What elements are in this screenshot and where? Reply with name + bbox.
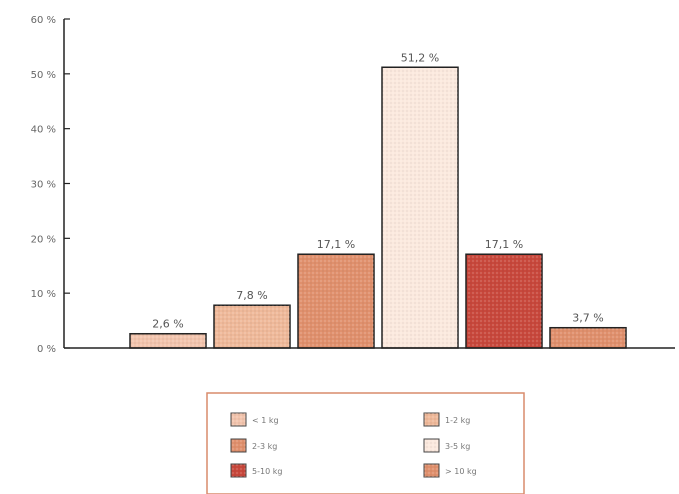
legend-swatch-texture [424, 413, 439, 426]
bar [465, 253, 543, 349]
legend-swatch-texture [424, 439, 439, 452]
bar-data-label: 17,1 % [485, 238, 523, 251]
bar [549, 326, 627, 349]
y-tick-label: 20 % [31, 234, 56, 245]
legend-label: > 10 kg [445, 467, 477, 476]
bar-data-label: 17,1 % [317, 238, 355, 251]
legend-swatch-texture [231, 413, 246, 426]
legend-box [206, 392, 525, 494]
legend-swatch-texture [231, 439, 246, 452]
y-tick-label: 40 % [31, 125, 56, 136]
y-tick-label: 10 % [31, 289, 56, 300]
bar [129, 332, 207, 349]
bar-data-label: 2,6 % [152, 318, 183, 331]
bar-data-label: 7,8 % [236, 289, 267, 302]
legend-swatch-texture [424, 464, 439, 477]
y-tick-label: 30 % [31, 180, 56, 191]
bar-data-label: 3,7 % [572, 312, 603, 325]
legend-swatch-texture [231, 464, 246, 477]
bars: 2,6 % 7,8 % 17,1 % 51,2 % 17,1 % 3,7 % [129, 51, 627, 349]
legend-label: < 1 kg [252, 416, 279, 425]
y-axis: 0 % 10 % 20 % 30 % 40 % 50 % 60 % [31, 15, 70, 355]
bar [213, 304, 291, 349]
legend-label: 2-3 kg [252, 442, 277, 451]
legend: < 1 kg 1-2 kg 2-3 kg 3-5 kg 5-10 kg > 10 kg [206, 392, 525, 494]
legend-label: 3-5 kg [445, 442, 470, 451]
bar [297, 253, 375, 349]
bar-data-label: 51,2 % [401, 51, 439, 64]
legend-label: 1-2 kg [445, 416, 470, 425]
bar [381, 66, 459, 349]
y-tick-label: 60 % [31, 15, 56, 26]
y-tick-label: 50 % [31, 70, 56, 81]
y-tick-label: 0 % [37, 344, 56, 355]
legend-label: 5-10 kg [252, 467, 282, 476]
